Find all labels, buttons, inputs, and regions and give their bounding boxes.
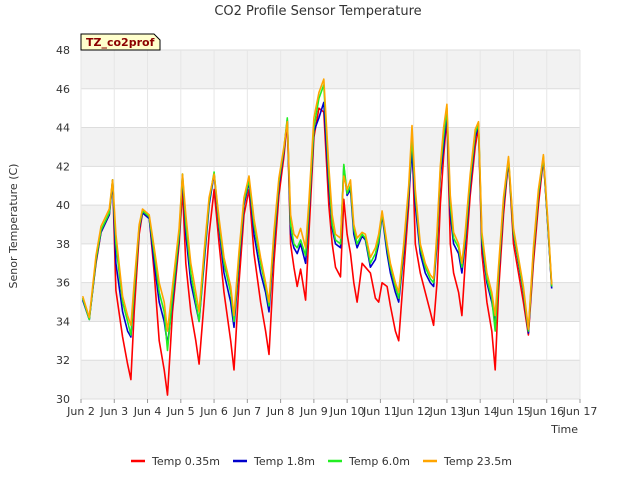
x-tick-label: Jun 11	[362, 405, 398, 418]
y-axis-label: Senor Temperature (C)	[7, 164, 20, 289]
y-tick-label: 48	[56, 44, 70, 57]
y-tick-label: 44	[56, 122, 70, 135]
x-tick-label: Jun 16	[528, 405, 564, 418]
y-tick-label: 36	[56, 277, 70, 290]
legend-label-0: Temp 0.35m	[151, 455, 220, 468]
y-tick-label: 32	[56, 354, 70, 367]
x-tick-label: Jun 4	[133, 405, 162, 418]
y-tick-label: 34	[56, 315, 70, 328]
y-tick-label: 40	[56, 199, 70, 212]
y-axis-ticks: 30 32 34 36 38 40 42 44 46 48	[56, 44, 70, 406]
badge-box	[80, 33, 161, 51]
x-axis-ticks: Jun 2 Jun 3 Jun 4 Jun 5 Jun 6 Jun 7 Jun 8 Jun 9…	[66, 399, 597, 418]
y-tick-label: 42	[56, 160, 70, 173]
plot-band	[81, 360, 580, 399]
badge-label: TZ_co2prof	[86, 36, 155, 49]
series-line-0	[81, 107, 553, 396]
plot-area	[81, 50, 580, 399]
x-tick-label: Jun 7	[232, 405, 261, 418]
x-tick-label: Jun 6	[199, 405, 228, 418]
y-tick-label: 30	[56, 393, 70, 406]
x-tick-label: Jun 14	[462, 405, 498, 418]
x-tick-label: Jun 5	[166, 405, 195, 418]
legend-label-3: Temp 23.5m	[443, 455, 512, 468]
legend: Temp 0.35m Temp 1.8m Temp 6.0m Temp 23.5m	[131, 455, 512, 468]
x-tick-label: Jun 2	[66, 405, 95, 418]
x-tick-label: Jun 9	[299, 405, 328, 418]
x-tick-label: Jun 10	[329, 405, 365, 418]
x-axis-label: Time	[550, 423, 578, 436]
x-tick-label: Jun 13	[429, 405, 465, 418]
y-tick-label: 38	[56, 238, 70, 251]
x-tick-label: Jun 17	[562, 405, 598, 418]
series-line-3	[81, 78, 553, 332]
series-badge: TZ_co2prof	[80, 33, 161, 51]
plot-band	[81, 50, 580, 89]
series-lines	[81, 78, 553, 396]
y-tick-label: 46	[56, 83, 70, 96]
x-tick-label: Jun 12	[395, 405, 431, 418]
x-tick-label: Jun 8	[266, 405, 295, 418]
chart-title: CO2 Profile Sensor Temperature	[214, 4, 421, 19]
x-tick-label: Jun 15	[495, 405, 531, 418]
plot-band	[81, 127, 580, 167]
legend-label-1: Temp 1.8m	[253, 455, 315, 468]
x-tick-label: Jun 3	[99, 405, 128, 418]
legend-label-2: Temp 6.0m	[348, 455, 410, 468]
